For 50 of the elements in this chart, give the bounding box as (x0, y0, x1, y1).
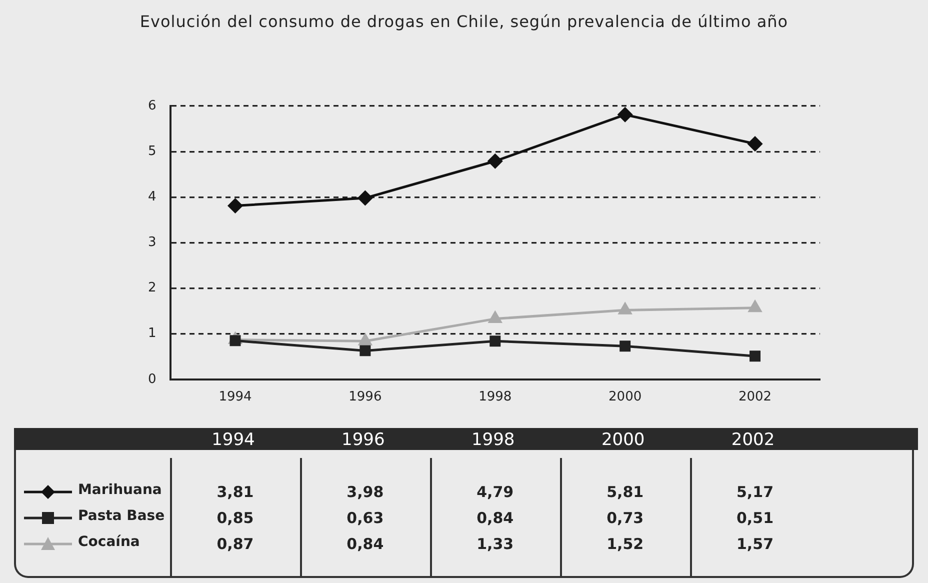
legend-label: Marihuana (78, 482, 162, 498)
legend-label: Pasta Base (78, 508, 165, 524)
data-label: 5,81 (606, 483, 645, 501)
data-label: 0,84 (346, 535, 385, 553)
y-tick-label: 5 (148, 144, 156, 159)
x-tick-label: 2000 (608, 390, 642, 405)
x-tick-label: 2002 (738, 390, 772, 405)
point (488, 312, 502, 324)
category-label: 1996 (342, 430, 385, 450)
category-label: 1998 (471, 430, 515, 450)
data-label: 0,87 (216, 535, 255, 553)
data-label: 5,17 (736, 483, 775, 501)
data-label: 0,73 (606, 509, 645, 527)
y-tick-label: 4 (148, 190, 156, 205)
category-label: 2000 (601, 430, 645, 450)
x-tick-label: 1996 (348, 390, 382, 405)
point (748, 300, 762, 312)
point (358, 190, 372, 206)
data-label: 1,57 (736, 535, 775, 553)
data-label: 0,85 (216, 509, 255, 527)
category-label: 1994 (212, 430, 255, 450)
point (360, 345, 371, 356)
point (230, 335, 241, 346)
x-tick-label: 1994 (218, 390, 252, 405)
point (618, 302, 632, 314)
point (618, 107, 632, 122)
data-label: 0,84 (476, 509, 515, 527)
y-tick-label: 0 (148, 372, 156, 387)
data-label: 1,33 (476, 535, 515, 553)
category-label: 2002 (731, 430, 775, 450)
legend-label: Cocaína (78, 534, 140, 550)
data-label: 1,52 (606, 535, 645, 553)
y-tick-label: 3 (148, 235, 156, 250)
point (488, 154, 502, 168)
point (620, 340, 631, 352)
point (358, 334, 372, 346)
data-label: 0,63 (346, 509, 385, 527)
point (748, 136, 762, 152)
data-label: 3,81 (216, 483, 255, 501)
point (490, 336, 501, 347)
data-label: 3,98 (346, 483, 385, 501)
y-tick-label: 2 (148, 280, 156, 296)
point (750, 350, 761, 362)
data-label: 4,79 (476, 483, 515, 501)
y-tick-label: 1 (148, 326, 156, 342)
point (228, 198, 242, 214)
x-tick-label: 1998 (478, 390, 512, 405)
y-tick-label: 6 (148, 98, 156, 114)
chart-title: Evolución del consumo de drogas en Chile, según prevalencia de último año (138, 12, 790, 31)
data-label: 0,51 (736, 509, 775, 527)
